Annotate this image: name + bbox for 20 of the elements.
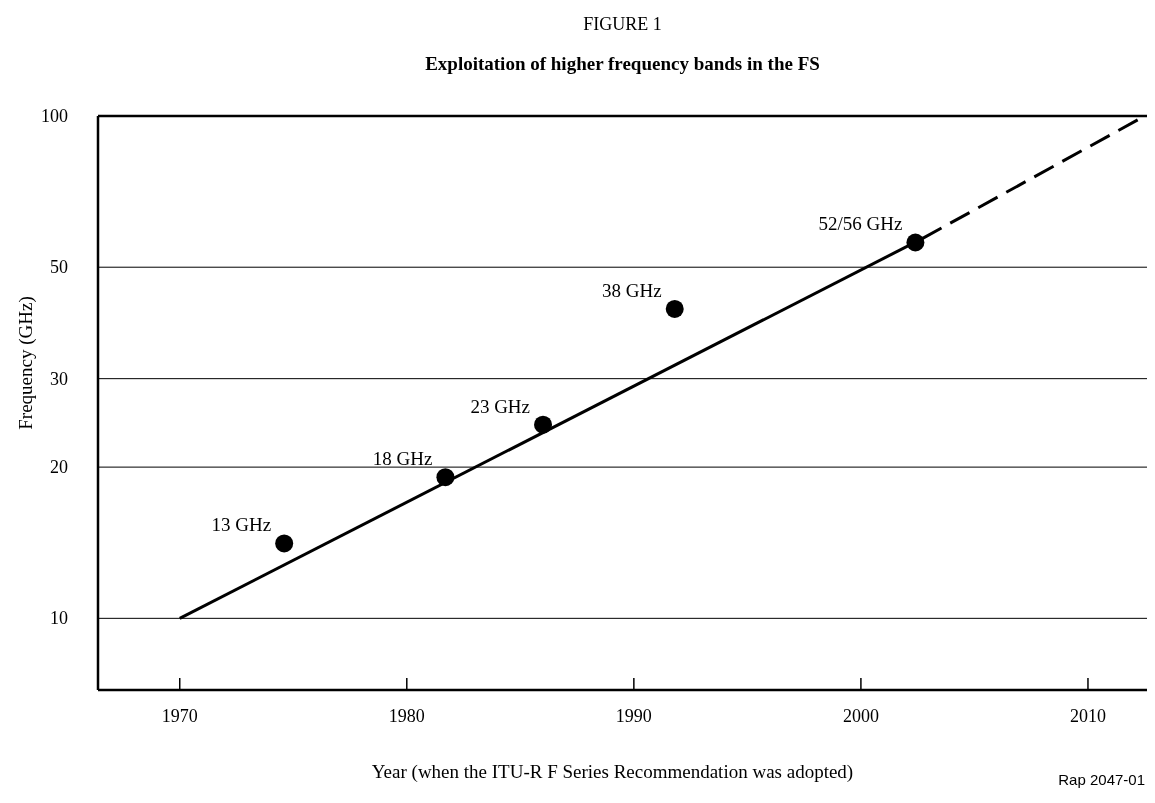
x-tick-label: 2010 (1069, 706, 1106, 726)
annotation: 13 GHz (211, 514, 272, 536)
y-axis-title: Frequency (GHz) (15, 296, 37, 430)
annotation: 23 GHz (470, 395, 531, 417)
y-tick-label: 30 (50, 368, 68, 389)
annotation: 38 GHz (602, 279, 662, 301)
y-tick-label: 50 (50, 257, 68, 278)
annotation: 18 GHz (372, 448, 433, 470)
x-axis-title: Year (when the ITU-R F Series Recommendation was adopted) (371, 761, 854, 783)
x-tick-label: 1990 (615, 706, 652, 726)
x-tick-label: 1970 (161, 706, 198, 726)
x-tick-label: 1980 (388, 706, 425, 726)
y-tick-label: 100 (41, 106, 68, 126)
y-tick-label: 20 (50, 457, 68, 478)
chart-subtitle: Exploitation of higher frequency bands in the FS (425, 53, 820, 74)
annotation: 52/56 GHz (818, 213, 903, 235)
chart-title: FIGURE 1 (583, 14, 662, 34)
text: Rap 2047-01 (1058, 771, 1145, 788)
y-tick-label: 10 (50, 608, 68, 629)
x-tick-label: 2000 (842, 706, 879, 726)
